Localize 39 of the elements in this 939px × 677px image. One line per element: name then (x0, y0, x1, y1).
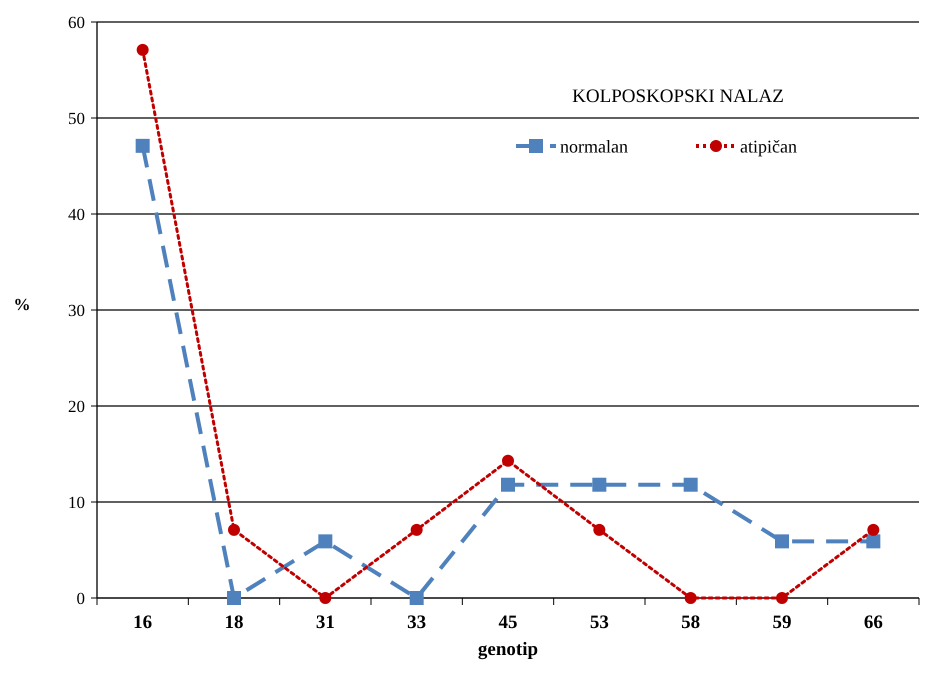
point (775, 534, 789, 548)
legend-label: normalan (560, 136, 628, 156)
y-tick-label: 20 (68, 396, 85, 416)
y-axis-title: % (14, 295, 30, 314)
point (318, 534, 332, 548)
point (776, 592, 788, 604)
point (867, 524, 880, 536)
y-tick-label: 40 (68, 204, 85, 224)
x-tick-label: 33 (407, 612, 426, 633)
y-tick-label: 60 (68, 12, 85, 32)
point (684, 592, 697, 604)
point (410, 524, 423, 536)
x-tick-label: 53 (590, 612, 609, 633)
x-tick-label: 59 (772, 612, 792, 633)
x-tick-label: 66 (864, 612, 883, 633)
x-tick-label: 31 (316, 612, 335, 633)
point (410, 591, 424, 605)
point (319, 592, 332, 604)
point (501, 478, 515, 492)
x-tick-label: 18 (224, 612, 244, 633)
point (592, 478, 606, 492)
point (866, 534, 880, 548)
point (136, 44, 149, 56)
point (502, 454, 514, 467)
x-axis-title: genotip (478, 639, 538, 660)
point (684, 478, 698, 492)
point (593, 524, 606, 536)
point (136, 138, 150, 153)
point (227, 591, 241, 605)
legend-label: atipičan (740, 136, 797, 156)
y-tick-label: 30 (68, 300, 85, 320)
y-tick-label: 10 (68, 492, 85, 512)
x-tick-label: 58 (681, 612, 700, 633)
x-tick-label: 45 (498, 612, 518, 633)
x-tick-label: 16 (133, 612, 152, 633)
y-tick-label: 50 (68, 108, 85, 128)
point (228, 524, 240, 536)
y-tick-label: 0 (76, 588, 85, 608)
legend-title: KOLPOSKOPSKI NALAZ (572, 86, 784, 107)
